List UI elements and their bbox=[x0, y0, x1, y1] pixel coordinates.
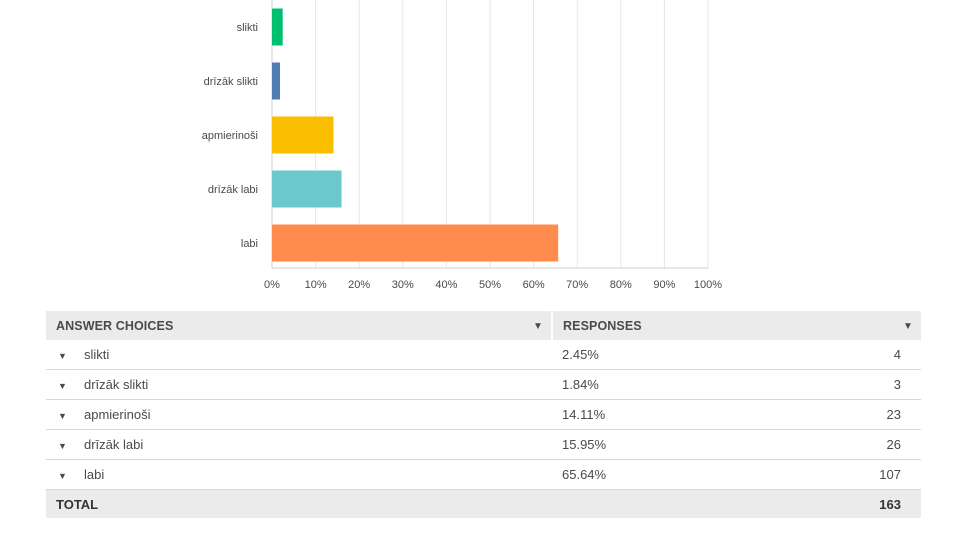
bar-chart: slikti drīzāk slikti apmierinoši drīzāk lab… bbox=[202, 0, 722, 291]
bar[interactable] bbox=[272, 62, 281, 100]
x-tick-label: 10% bbox=[305, 279, 327, 291]
response-count: 3 bbox=[736, 369, 921, 400]
x-tick-label: 80% bbox=[610, 279, 632, 291]
response-percent: 65.64% bbox=[552, 459, 737, 490]
choice-label: apmierinoši bbox=[84, 407, 151, 422]
response-percent: 14.11% bbox=[552, 399, 737, 430]
response-percent: 1.84% bbox=[552, 369, 737, 400]
table-row: ▼ slikti 2.45% 4 bbox=[46, 340, 921, 370]
bar[interactable] bbox=[272, 170, 342, 208]
x-tick-label: 30% bbox=[392, 279, 414, 291]
category-label: drīzāk slikti bbox=[204, 76, 258, 88]
category-labels: slikti drīzāk slikti apmierinoši drīzāk lab… bbox=[202, 22, 258, 250]
x-tick-label: 70% bbox=[566, 279, 588, 291]
category-label: slikti bbox=[237, 22, 258, 34]
choice-label: drīzāk slikti bbox=[84, 377, 149, 392]
category-label: labi bbox=[241, 238, 258, 250]
x-tick-label: 90% bbox=[653, 279, 675, 291]
expand-caret-icon[interactable]: ▼ bbox=[58, 471, 67, 481]
response-count: 107 bbox=[736, 459, 921, 490]
response-count: 23 bbox=[736, 399, 921, 430]
choice-label: drīzāk labi bbox=[84, 437, 144, 452]
bars bbox=[272, 8, 559, 262]
response-count: 4 bbox=[736, 340, 921, 370]
choice-label: labi bbox=[84, 467, 105, 482]
x-tick-label: 0% bbox=[264, 279, 280, 291]
responses-label: RESPONSES bbox=[563, 318, 642, 333]
response-percent: 2.45% bbox=[552, 340, 737, 370]
expand-caret-icon[interactable]: ▼ bbox=[58, 411, 67, 421]
bar[interactable] bbox=[272, 8, 283, 46]
bar[interactable] bbox=[272, 116, 334, 154]
category-label: drīzāk labi bbox=[208, 184, 258, 196]
response-count: 26 bbox=[736, 429, 921, 460]
choice-label: slikti bbox=[84, 347, 110, 362]
x-tick-label: 100% bbox=[694, 279, 722, 291]
expand-caret-icon[interactable]: ▼ bbox=[58, 441, 67, 451]
expand-caret-icon[interactable]: ▼ bbox=[58, 351, 67, 361]
x-tick-label: 50% bbox=[479, 279, 501, 291]
x-tick-labels: 0% 10% 20% 30% 40% 50% 60% 70% 80% 90% 100% bbox=[264, 279, 722, 291]
x-tick-label: 40% bbox=[435, 279, 457, 291]
grid-lines bbox=[271, 0, 709, 269]
response-percent: 15.95% bbox=[552, 429, 737, 460]
x-tick-label: 20% bbox=[348, 279, 370, 291]
responses-table: ANSWER CHOICES ▼ RESPONSES ▼ ▼ slikti 2.4… bbox=[46, 311, 921, 518]
sort-down-icon[interactable]: ▼ bbox=[903, 320, 913, 332]
answer-choices-label: ANSWER CHOICES bbox=[56, 318, 174, 333]
table-row: ▼ drīzāk slikti 1.84% 3 bbox=[46, 369, 921, 400]
total-count: 163 bbox=[736, 489, 921, 518]
x-tick-label: 60% bbox=[523, 279, 545, 291]
answer-choices-header[interactable]: ANSWER CHOICES ▼ bbox=[46, 311, 552, 340]
category-label: apmierinoši bbox=[202, 130, 258, 142]
table-row: ▼ apmierinoši 14.11% 23 bbox=[46, 399, 921, 430]
table-row: ▼ drīzāk labi 15.95% 26 bbox=[46, 429, 921, 460]
total-label: TOTAL bbox=[46, 489, 552, 518]
sort-down-icon[interactable]: ▼ bbox=[533, 320, 543, 332]
table-row: ▼ labi 65.64% 107 bbox=[46, 459, 921, 490]
expand-caret-icon[interactable]: ▼ bbox=[58, 381, 67, 391]
bar[interactable] bbox=[272, 224, 559, 262]
total-row: TOTAL 163 bbox=[46, 489, 921, 518]
responses-header[interactable]: RESPONSES ▼ bbox=[551, 311, 921, 340]
table-header-row: ANSWER CHOICES ▼ RESPONSES ▼ bbox=[46, 311, 921, 340]
